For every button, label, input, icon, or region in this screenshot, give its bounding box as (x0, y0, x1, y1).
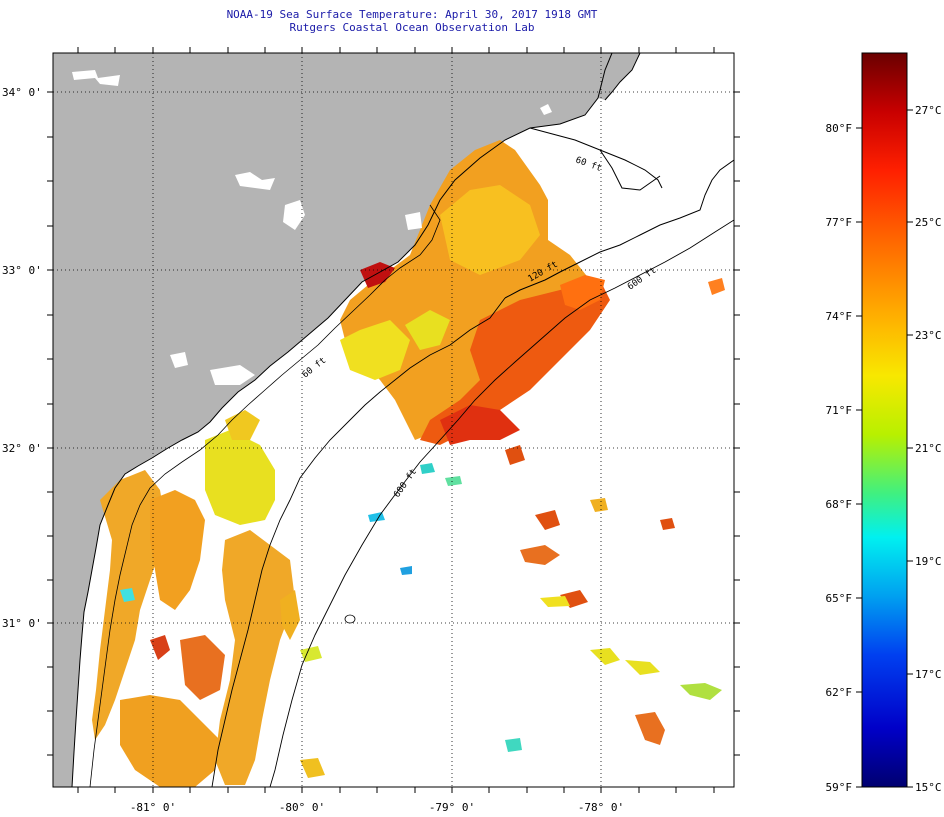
graticule (53, 53, 734, 787)
lon-label: -81° 0' (130, 801, 176, 814)
colorbar-f-label: 80°F (826, 122, 853, 135)
colorbar-f-label: 65°F (826, 592, 853, 605)
lon-label: -80° 0' (279, 801, 325, 814)
colorbar-c-label: 21°C (915, 442, 942, 455)
figure-subtitle: Rutgers Coastal Ocean Observation Lab (289, 21, 535, 34)
colorbar-c-label: 25°C (915, 216, 942, 229)
figure-title: NOAA-19 Sea Surface Temperature: April 3… (226, 8, 598, 21)
map-border (52, 52, 735, 788)
colorbar-c-label: 23°C (915, 329, 942, 342)
lat-ticks (47, 91, 740, 756)
isobath-60ft (89, 204, 441, 787)
coastline-outer (504, 159, 734, 299)
sst-patches (92, 140, 725, 787)
colorbar-f-label: 77°F (826, 216, 853, 229)
land-mass (53, 53, 612, 787)
colorbar (861, 52, 908, 788)
lon-ticks (77, 47, 715, 793)
colorbar-c-label: 27°C (915, 104, 942, 117)
coastline-north-sound (529, 53, 663, 191)
isobath-120ft (211, 297, 506, 787)
land-east-neck (598, 53, 640, 100)
lat-label: 32° 0' (2, 442, 42, 455)
lon-label: -78° 0' (578, 801, 624, 814)
colorbar-f-label: 62°F (826, 686, 853, 699)
lat-label: 34° 0' (2, 86, 42, 99)
isobath-600ft (269, 219, 734, 787)
colorbar-ticks (856, 109, 913, 788)
colorbar-f-label: 59°F (826, 781, 853, 794)
lon-label: -79° 0' (429, 801, 475, 814)
colorbar-f-label: 68°F (826, 498, 853, 511)
colorbar-c-label: 19°C (915, 555, 942, 568)
colorbar-c-label: 15°C (915, 781, 942, 794)
colorbar-f-label: 74°F (826, 310, 853, 323)
lat-label: 33° 0' (2, 264, 42, 277)
coastline (71, 53, 613, 787)
lat-label: 31° 0' (2, 617, 42, 630)
cloud-specks (72, 70, 552, 385)
colorbar-f-label: 71°F (826, 404, 853, 417)
colorbar-c-label: 17°C (915, 668, 942, 681)
